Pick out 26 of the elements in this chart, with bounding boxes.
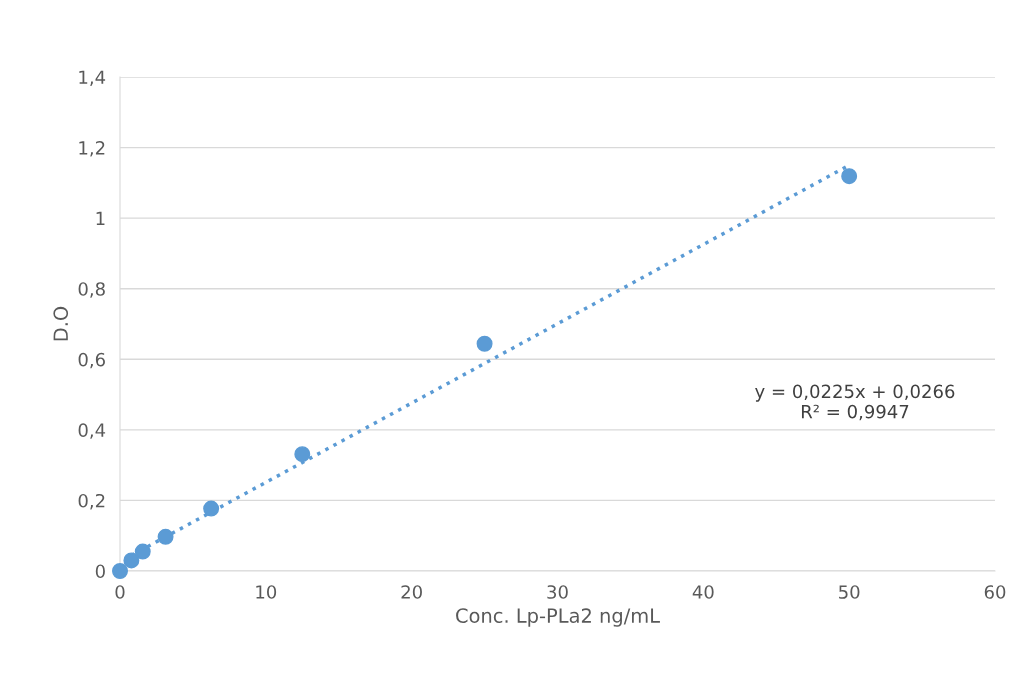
y-axis-title: D.O (53, 306, 69, 341)
x-tick-label: 20 (401, 585, 422, 599)
y-tick-label: 1 (96, 211, 105, 225)
annotation: y = 0,0225x + 0,0266 R² = 0,9947 (755, 384, 955, 421)
x-tick-label: 10 (256, 585, 277, 599)
y-tick-label: 1,4 (79, 70, 106, 86)
x-tick-label: 0 (115, 585, 125, 599)
x-tick-label: 60 (984, 585, 1006, 599)
x-axis-title: Conc. Lp-PLa2 ng/mL (456, 608, 660, 627)
x-tick-label: 50 (839, 585, 860, 599)
point (112, 563, 128, 579)
point (294, 446, 311, 463)
y-tick-label: 0,2 (78, 493, 105, 510)
y-tick-label: 0 (95, 564, 105, 579)
point (134, 543, 151, 560)
point (476, 335, 493, 352)
point (203, 500, 220, 517)
point (123, 552, 140, 569)
y-tick-label: 0,8 (78, 282, 105, 298)
x-tick-label: 30 (547, 585, 568, 599)
y-tick-label: 0,4 (78, 423, 106, 439)
y-tick-label: 0,6 (78, 352, 105, 369)
x-tick-label: 40 (692, 585, 714, 599)
point (157, 528, 174, 545)
point (841, 168, 858, 185)
y-tick-label: 1,2 (79, 141, 105, 157)
